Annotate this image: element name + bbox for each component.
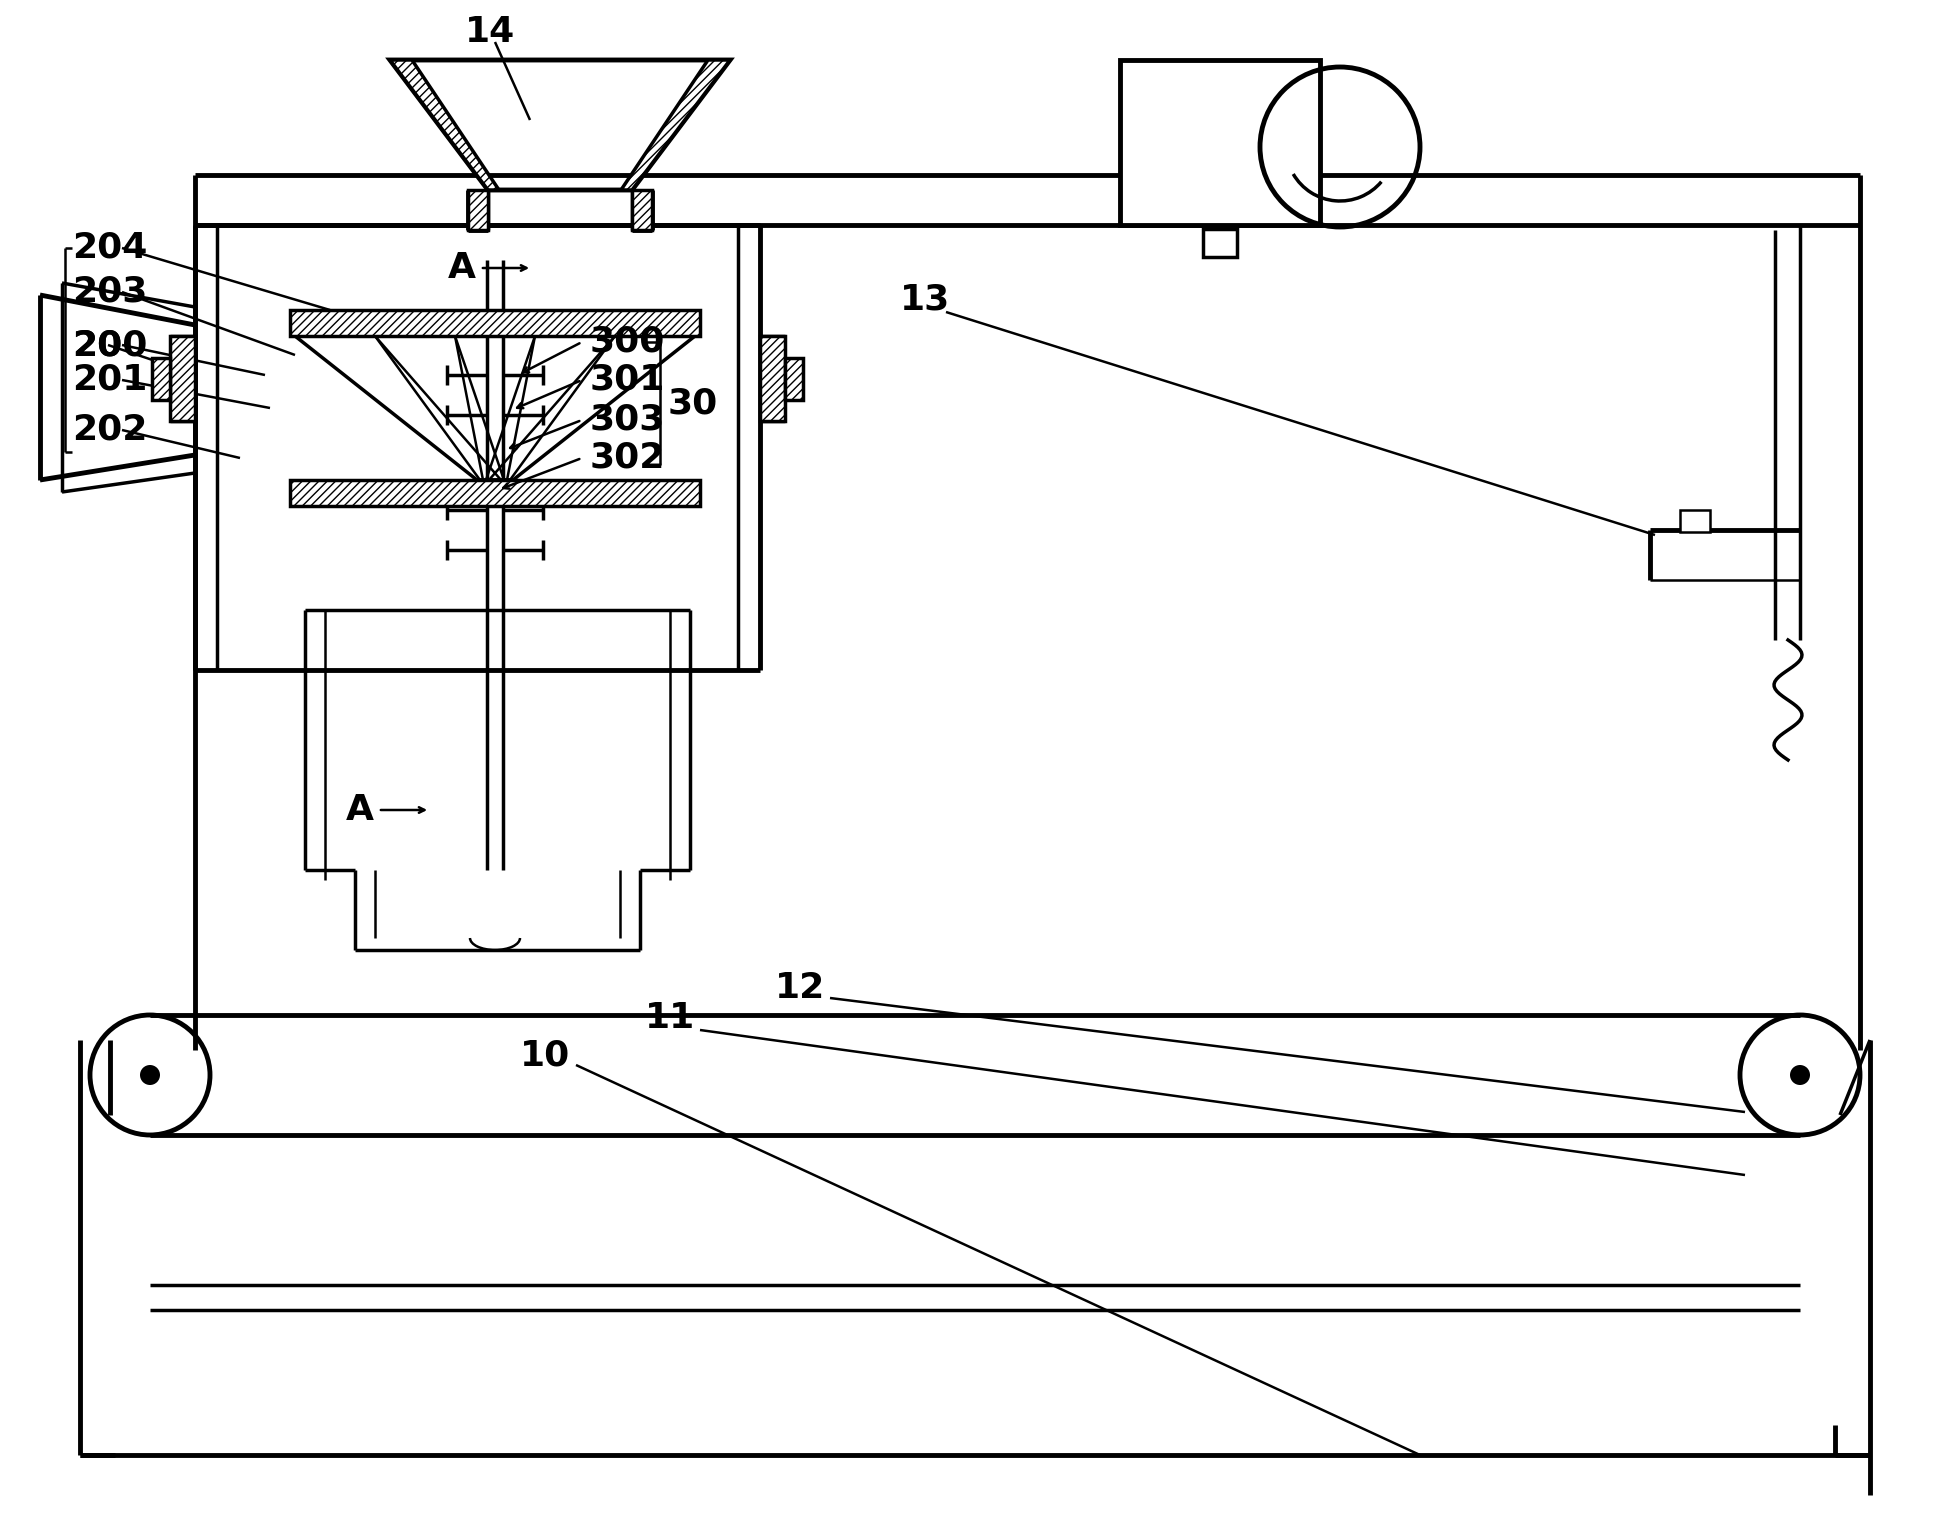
Polygon shape	[620, 60, 729, 190]
Bar	[152, 357, 170, 400]
Text: 203: 203	[72, 275, 147, 308]
Text: 13: 13	[899, 282, 950, 318]
Text: A: A	[448, 252, 475, 285]
Text: 14: 14	[465, 15, 514, 49]
Bar	[1679, 509, 1709, 532]
Bar	[631, 190, 651, 230]
Bar	[170, 336, 196, 420]
Text: 301: 301	[590, 364, 665, 397]
Text: 10: 10	[520, 1039, 569, 1072]
Bar	[1120, 60, 1320, 225]
Circle shape	[1789, 1065, 1808, 1085]
Circle shape	[141, 1065, 160, 1085]
Bar	[467, 190, 487, 230]
Text: 30: 30	[669, 387, 717, 420]
Text: 12: 12	[774, 971, 825, 1005]
Text: 204: 204	[72, 232, 147, 265]
Text: 200: 200	[72, 328, 147, 362]
Text: 201: 201	[72, 364, 147, 397]
Text: 302: 302	[590, 440, 665, 476]
Text: 300: 300	[590, 325, 665, 359]
Bar	[784, 357, 804, 400]
Bar	[1202, 229, 1236, 258]
Text: 303: 303	[590, 403, 665, 437]
Polygon shape	[389, 60, 499, 190]
Bar	[289, 310, 700, 336]
Text: 202: 202	[72, 413, 147, 446]
Text: 20: 20	[72, 328, 121, 362]
Text: A: A	[346, 793, 373, 827]
Bar	[289, 480, 700, 506]
Bar	[760, 336, 784, 420]
Text: 11: 11	[645, 1002, 694, 1035]
